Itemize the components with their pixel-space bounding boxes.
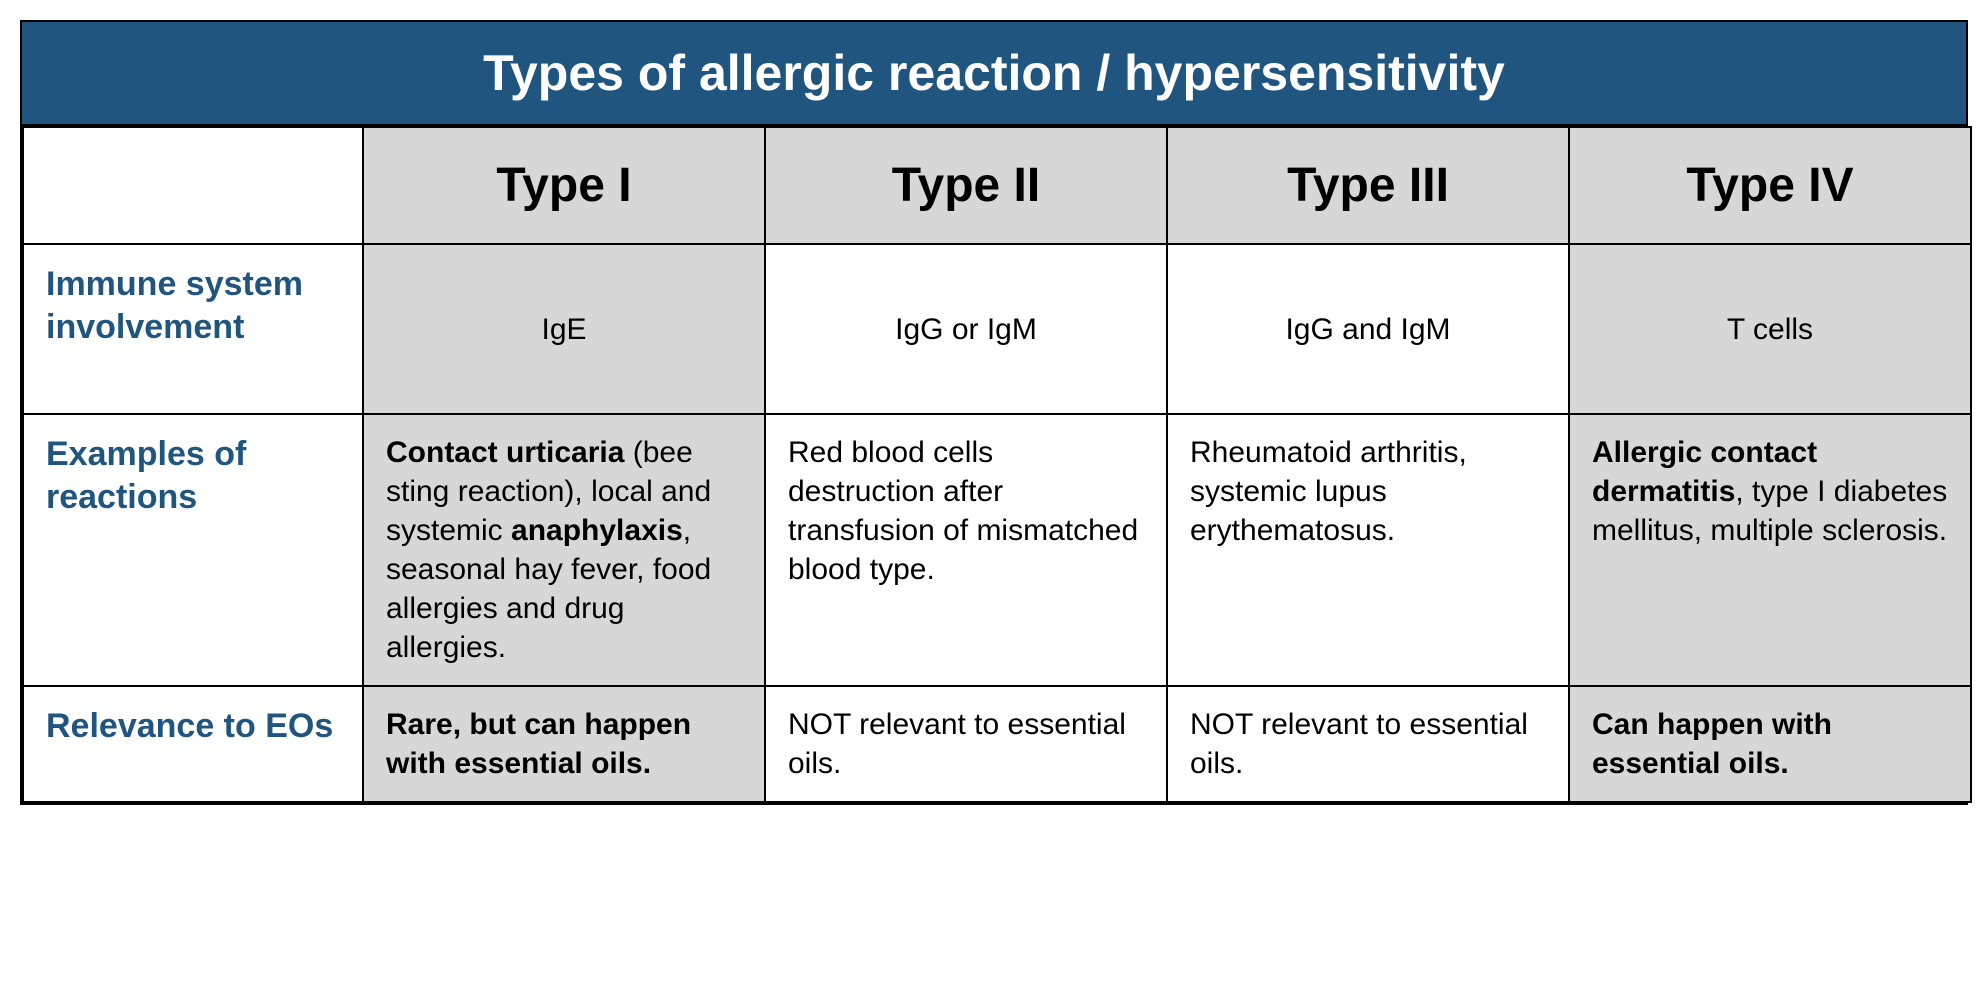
blank-corner-cell [23, 127, 363, 244]
cell-immune-type1: IgE [363, 244, 765, 414]
col-header-type4: Type IV [1569, 127, 1971, 244]
row-label-eo: Relevance to EOs [23, 686, 363, 802]
cell-examples-type2: Red blood cells destruction after transf… [765, 414, 1167, 686]
bold-text: anaphylaxis [511, 514, 683, 547]
cell-immune-type3: IgG and IgM [1167, 244, 1569, 414]
col-header-type2: Type II [765, 127, 1167, 244]
col-header-type3: Type III [1167, 127, 1569, 244]
row-label-immune: Immune system involvement [23, 244, 363, 414]
row-immune: Immune system involvement IgE IgG or IgM… [23, 244, 1971, 414]
col-header-type1: Type I [363, 127, 765, 244]
row-examples: Examples of reactions Contact urticaria … [23, 414, 1971, 686]
cell-examples-type1: Contact urticaria (bee sting reaction), … [363, 414, 765, 686]
bold-text: Rare, but can happen with essential oils… [386, 708, 691, 780]
cell-eo-type2: NOT relevant to essential oils. [765, 686, 1167, 802]
bold-text: Contact urticaria [386, 436, 624, 469]
cell-examples-type3: Rheumatoid arthritis, systemic lupus ery… [1167, 414, 1569, 686]
table-title: Types of allergic reaction / hypersensit… [22, 22, 1966, 126]
cell-examples-type4: Allergic contact dermatitis, type I diab… [1569, 414, 1971, 686]
cell-eo-type3: NOT relevant to essential oils. [1167, 686, 1569, 802]
column-header-row: Type I Type II Type III Type IV [23, 127, 1971, 244]
row-label-examples: Examples of reactions [23, 414, 363, 686]
cell-eo-type4: Can happen with essential oils. [1569, 686, 1971, 802]
bold-text: Can happen with essential oils. [1592, 708, 1832, 780]
cell-eo-type1: Rare, but can happen with essential oils… [363, 686, 765, 802]
cell-immune-type4: T cells [1569, 244, 1971, 414]
row-eo: Relevance to EOs Rare, but can happen wi… [23, 686, 1971, 802]
cell-immune-type2: IgG or IgM [765, 244, 1167, 414]
table-body: Type I Type II Type III Type IV Immune s… [22, 126, 1972, 803]
hypersensitivity-table: Types of allergic reaction / hypersensit… [20, 20, 1968, 805]
